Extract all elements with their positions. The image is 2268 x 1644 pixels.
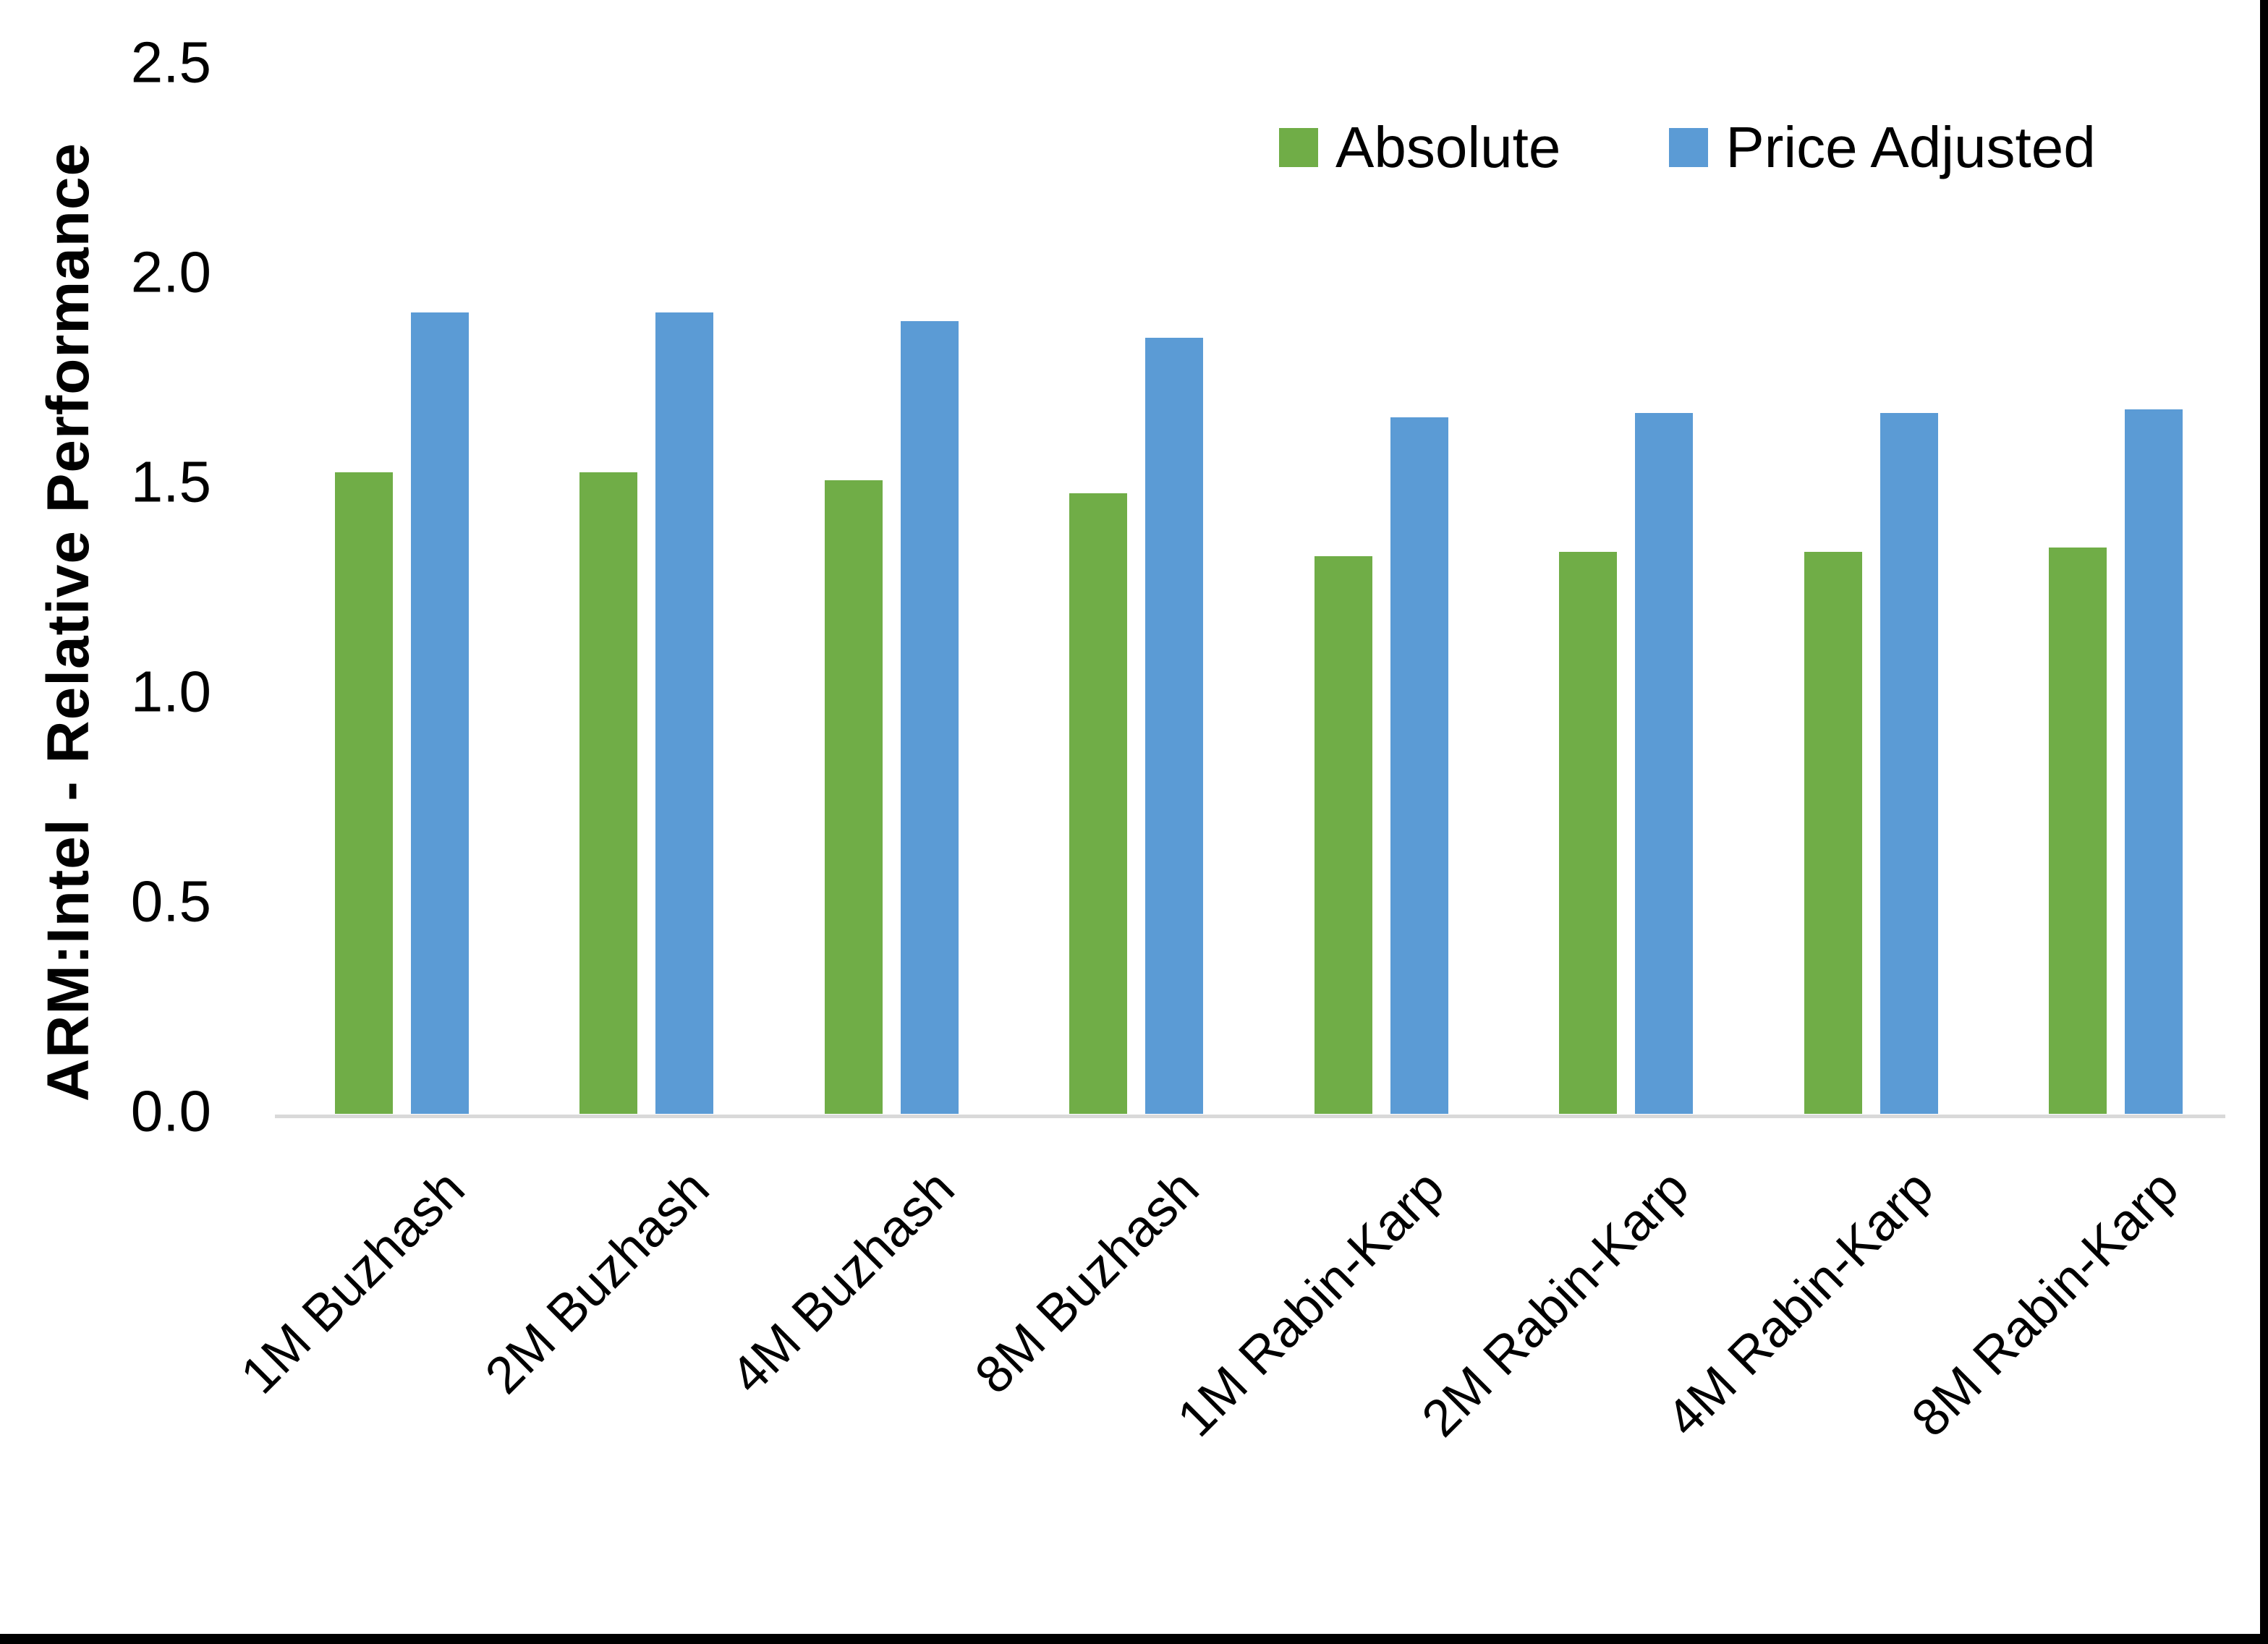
bar-absolute [335, 472, 393, 1114]
y-axis-tick-label: 1.5 [130, 449, 211, 514]
bar-absolute [2049, 548, 2107, 1114]
bar-absolute [1804, 551, 1862, 1114]
bar-price-adjusted [1880, 413, 1938, 1114]
legend: Absolute Price Adjusted [1279, 114, 2096, 181]
legend-label-absolute: Absolute [1335, 115, 1561, 179]
bar-absolute [1069, 493, 1128, 1114]
x-axis-category-label: 8M Rabin-Karp [1900, 1159, 2190, 1448]
bar-absolute [1314, 555, 1372, 1114]
y-axis-tick-label: 1.0 [130, 659, 211, 724]
bar-absolute [1559, 551, 1618, 1114]
y-axis-tick-label: 0.5 [130, 869, 211, 934]
x-axis-line [275, 1115, 2225, 1118]
y-axis-tick-label: 2.5 [130, 30, 211, 95]
legend-label-price-adjusted: Price Adjusted [1725, 115, 2096, 179]
screenshot-border-right [2260, 0, 2268, 1644]
legend-swatch-price-adjusted [1669, 128, 1709, 167]
y-axis-title: ARM:Intel - Relative Performance [35, 142, 101, 1102]
bar-price-adjusted [1390, 417, 1448, 1114]
legend-item-absolute: Absolute [1279, 114, 1560, 181]
x-axis-category-label: 8M Buzhash [964, 1159, 1210, 1405]
bar-price-adjusted [1145, 338, 1204, 1114]
bar-price-adjusted [1635, 413, 1694, 1114]
x-axis-category-label: 4M Buzhash [719, 1159, 966, 1405]
x-axis-category-label: 2M Buzhash [475, 1159, 721, 1405]
legend-swatch-absolute [1279, 128, 1318, 167]
y-axis-tick-label: 0.0 [130, 1078, 211, 1143]
bar-absolute [579, 472, 638, 1114]
screenshot-border-bottom [0, 1634, 2268, 1644]
legend-item-price-adjusted: Price Adjusted [1669, 114, 2096, 181]
y-axis-tick-label: 2.0 [130, 239, 211, 304]
x-axis-category-label: 1M Buzhash [229, 1159, 476, 1405]
bar-price-adjusted [411, 312, 469, 1114]
bar-price-adjusted [2125, 409, 2183, 1114]
bar-absolute [824, 480, 883, 1114]
bar-price-adjusted [655, 312, 714, 1114]
bar-price-adjusted [900, 320, 959, 1114]
